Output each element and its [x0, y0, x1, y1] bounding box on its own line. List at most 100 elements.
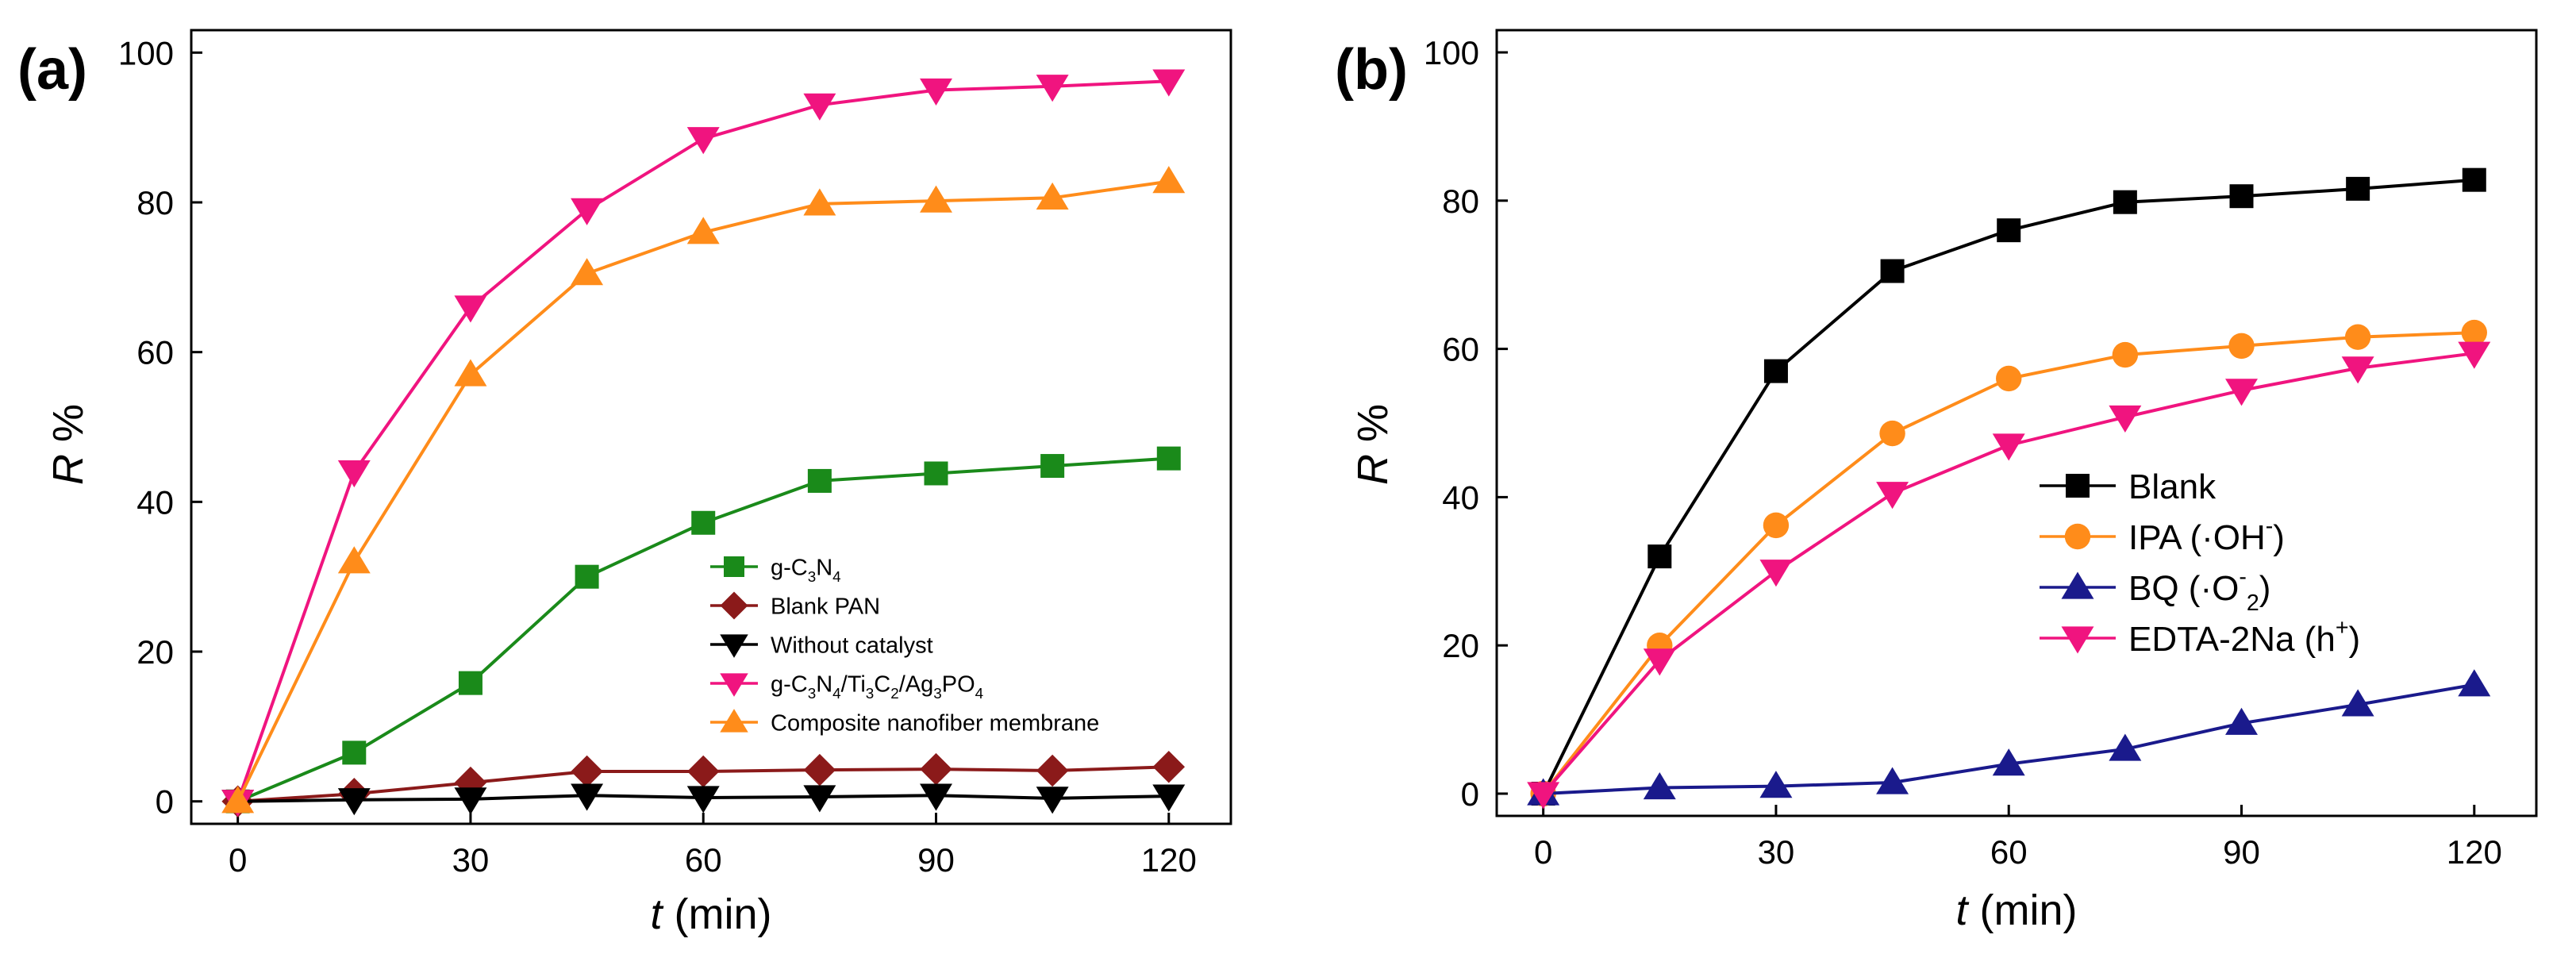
data-point-ipa-oh-b	[2461, 319, 2487, 346]
data-point-g-c3n4-ti3c2-ag3po4-a	[337, 460, 371, 488]
data-point-blank-pan-a	[1152, 751, 1186, 783]
data-point-edta-2na-h-b	[1992, 433, 2025, 461]
legend-label-g-c3n4-ti3c2-ag3po4-a: g-C3N4/Ti3C2/Ag3PO4	[771, 671, 983, 702]
data-point-bq-o2-b	[2341, 689, 2374, 717]
data-point-blank-b	[2346, 176, 2370, 201]
data-point-composite-nanofiber-membrane-a	[221, 786, 255, 814]
data-point-g-c3n4-a	[1156, 446, 1181, 471]
y-tick-label-b: 100	[1424, 34, 1479, 71]
data-point-g-c3n4-a	[691, 510, 716, 535]
panel-label-a: (a)	[17, 38, 87, 102]
y-tick-label-a: 20	[136, 633, 174, 671]
panel-label-b: (b)	[1335, 38, 1408, 102]
x-tick-label-a: 60	[685, 841, 722, 879]
legend-label-without-catalyst-a: Without catalyst	[771, 633, 933, 658]
legend-marker-composite-nanofiber-membrane-a	[720, 709, 748, 733]
data-point-edta-2na-h-b	[2458, 341, 2491, 369]
data-point-blank-pan-a	[1036, 754, 1069, 787]
x-tick-label-b: 120	[2447, 833, 2502, 871]
data-point-without-catalyst-a	[686, 786, 720, 814]
data-point-blank-b	[2229, 184, 2254, 209]
y-tick-label-b: 20	[1442, 627, 1479, 664]
legend-label-edta-2na-h-b: EDTA-2Na (h+)	[2128, 615, 2360, 659]
axis-ticks-a: 0 30 60 90 120 0 20 40 60 80 100	[118, 34, 1197, 879]
x-tick-label-b: 90	[2223, 833, 2260, 871]
legend-label-blank-b: Blank	[2128, 467, 2217, 506]
data-point-edta-2na-h-b	[2225, 379, 2258, 406]
data-point-g-c3n4-ti3c2-ag3po4-a	[1152, 69, 1186, 97]
y-axis-unit-b: %	[1349, 404, 1397, 454]
x-tick-label-b: 30	[1758, 833, 1795, 871]
x-axis-variable-a: t	[651, 890, 664, 938]
data-point-composite-nanofiber-membrane-a	[1036, 182, 1069, 210]
y-tick-label-a: 80	[136, 184, 174, 221]
data-point-edta-2na-h-b	[2341, 356, 2374, 384]
data-point-ipa-oh-b	[1763, 512, 1790, 539]
data-point-composite-nanofiber-membrane-a	[1152, 166, 1186, 194]
x-tick-label-a: 30	[452, 841, 490, 879]
legend-label-composite-nanofiber-membrane-a: Composite nanofiber membrane	[771, 710, 1099, 736]
data-point-blank-b	[1880, 259, 1905, 283]
data-point-edta-2na-h-b	[1759, 560, 1793, 587]
legend-label-g-c3n4-a: g-C3N4	[771, 555, 841, 585]
data-point-blank-b	[1997, 218, 2021, 243]
legend-marker-blank-pan-a	[720, 591, 748, 620]
legend-marker-g-c3n4-a	[724, 556, 744, 577]
data-point-g-c3n4-a	[575, 564, 599, 589]
data-point-composite-nanofiber-membrane-a	[920, 185, 952, 213]
x-tick-label-a: 120	[1141, 841, 1197, 879]
y-axis-unit-a: %	[44, 404, 92, 454]
y-tick-label-b: 40	[1442, 479, 1479, 516]
data-point-g-c3n4-a	[807, 468, 832, 493]
data-point-without-catalyst-a	[1152, 784, 1186, 812]
plot-frame-a	[190, 29, 1232, 825]
data-point-edta-2na-h-b	[1643, 648, 1676, 676]
data-point-bq-o2-b	[1992, 748, 2025, 776]
y-tick-label-b: 80	[1442, 183, 1479, 220]
data-point-g-c3n4-ti3c2-ag3po4-a	[803, 93, 836, 121]
legend-marker-g-c3n4-ti3c2-ag3po4-a	[720, 673, 748, 697]
data-point-ipa-oh-b	[1879, 420, 1905, 447]
data-point-without-catalyst-a	[1036, 787, 1069, 814]
data-point-blank-pan-a	[686, 755, 720, 788]
axis-ticks-b: 0 30 60 90 120 0 20 40 60 80 100	[1424, 34, 2502, 871]
data-point-g-c3n4-ti3c2-ag3po4-a	[454, 295, 487, 323]
data-point-blank-b	[1763, 359, 1788, 383]
data-point-without-catalyst-a	[337, 788, 371, 816]
data-point-bq-o2-b	[1643, 772, 1676, 800]
data-point-bq-o2-b	[1759, 771, 1793, 798]
series-layer-b	[1527, 167, 2491, 810]
chart-panel-b: (b) 0 30 60 90 120 0 20 40 60 80 100 t (min) R % B…	[1335, 29, 2538, 934]
data-point-composite-nanofiber-membrane-a	[686, 217, 720, 244]
x-tick-label-b: 60	[1990, 833, 2028, 871]
legend-marker-blank-b	[2066, 474, 2090, 498]
data-point-without-catalyst-a	[571, 783, 604, 811]
data-point-ipa-oh-b	[2228, 333, 2255, 360]
data-point-g-c3n4-ti3c2-ag3po4-a	[686, 127, 720, 155]
x-axis-unit-a: (min)	[663, 890, 772, 938]
y-tick-label-a: 40	[136, 483, 174, 521]
data-point-blank-pan-a	[571, 755, 603, 788]
data-point-bq-o2-b	[2109, 733, 2142, 761]
data-point-ipa-oh-b	[1996, 365, 2022, 392]
data-point-ipa-oh-b	[2112, 341, 2139, 368]
y-tick-label-a: 0	[156, 783, 174, 821]
y-tick-label-b: 60	[1442, 331, 1479, 368]
data-point-ipa-oh-b	[2344, 324, 2371, 350]
data-point-blank-pan-a	[920, 752, 952, 786]
y-axis-variable-a: R	[44, 454, 92, 485]
data-point-edta-2na-h-b	[1876, 482, 1909, 510]
data-point-g-c3n4-ti3c2-ag3po4-a	[920, 78, 952, 106]
series-layer-a	[221, 69, 1186, 817]
legend-marker-edta-2na-h-b	[2061, 626, 2094, 654]
x-axis-variable-b: t	[1956, 887, 1970, 934]
data-point-g-c3n4-a	[924, 461, 948, 486]
y-tick-label-a: 60	[136, 334, 174, 371]
y-tick-label-b: 0	[1461, 775, 1479, 813]
x-tick-label-b: 0	[1534, 833, 1552, 871]
data-point-g-c3n4-a	[1040, 454, 1065, 479]
data-point-g-c3n4-a	[458, 671, 483, 695]
legend-marker-bq-o2-b	[2061, 571, 2094, 599]
